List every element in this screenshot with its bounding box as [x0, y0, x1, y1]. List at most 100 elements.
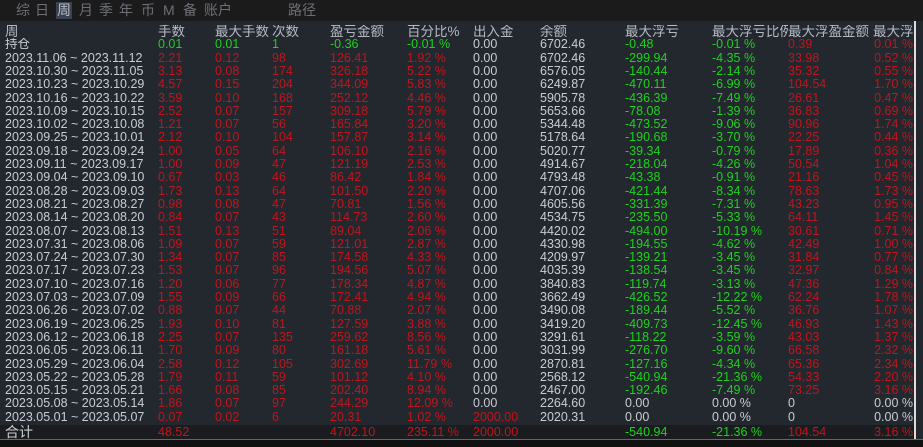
cell-col-6: 0.00 — [473, 184, 498, 198]
cell-col-4: 70.88 — [330, 304, 362, 318]
cell-col-11: 0.00 % — [874, 397, 913, 411]
table-row: 2023.05.15 ~ 2023.05.21 1.66 0.08 85 202.40 8… — [0, 384, 915, 397]
cell-col-11: 0.45 % — [874, 171, 913, 185]
cell-col-7: 4035.39 — [540, 264, 586, 278]
cell-col-10: 54.33 — [788, 370, 820, 384]
cell-col-9: -12.22 % — [712, 291, 763, 304]
cell-col-6: 0.00 — [473, 291, 498, 304]
cell-col-4: 194.56 — [330, 264, 369, 278]
cell-col-1: 1.00 — [158, 144, 183, 158]
cell-col-10: 21.16 — [788, 171, 820, 185]
tab-7[interactable]: M — [163, 2, 175, 18]
cell-col-7: 4793.48 — [540, 171, 586, 185]
table-row: 2023.07.10 ~ 2023.07.16 1.20 0.06 77 178.34 4… — [0, 278, 915, 291]
cell-col-5: 5.07 % — [407, 264, 446, 278]
cell-col-7: 5653.66 — [540, 104, 586, 118]
tab-3[interactable]: 月 — [79, 2, 93, 18]
cell-col-7: 5178.64 — [540, 131, 586, 145]
cell-col-2: 最大手数 — [215, 25, 269, 39]
cell-col-7: 5020.77 — [540, 144, 586, 158]
cell-col-5: 4.10 % — [407, 370, 446, 384]
cell-col-7: 2264.60 — [540, 397, 586, 411]
cell-col-10: 43.23 — [788, 197, 820, 211]
cell-col-3: 98 — [272, 51, 286, 65]
cell-col-10: 78.63 — [788, 184, 820, 198]
cell-col-3: 59 — [272, 370, 286, 384]
cell-col-1: 2.21 — [158, 51, 183, 65]
cell-col-2: 0.05 — [215, 144, 240, 158]
cell-col-5: -0.01 % — [407, 38, 451, 52]
cell-col-11: 0.01 % — [874, 38, 913, 52]
cell-col-10: 35.32 — [788, 64, 820, 78]
cell-col-5: 5.83 % — [407, 78, 446, 92]
cell-col-6: 0.00 — [473, 211, 498, 225]
cell-col-4: 344.09 — [330, 78, 369, 92]
cell-col-9: -5.33 % — [712, 211, 756, 225]
tab-6[interactable]: 币 — [141, 2, 155, 18]
tab-0[interactable]: 综 — [16, 2, 30, 18]
cell-col-2: 0.13 — [215, 224, 240, 238]
cell-col-6: 0.00 — [473, 197, 498, 211]
cell-col-2: 0.10 — [215, 317, 240, 331]
cell-col-5: 2.87 % — [407, 237, 446, 251]
tab-8[interactable]: 备 — [183, 2, 197, 18]
cell-col-10: 104.54 — [788, 78, 827, 92]
cell-col-9: -4.26 % — [712, 158, 756, 171]
cell-col-1: 3.59 — [158, 91, 183, 105]
cell-col-4: 126.41 — [330, 51, 369, 65]
cell-col-8: -409.73 — [625, 317, 668, 331]
tab-10[interactable]: 路径 — [288, 2, 316, 18]
table-row: 2023.06.26 ~ 2023.07.02 0.88 0.07 44 70.88 2.… — [0, 304, 915, 317]
cell-col-5: 5.61 % — [407, 344, 446, 358]
cell-col-3: 97 — [272, 397, 286, 411]
tab-1[interactable]: 日 — [35, 2, 49, 18]
cell-col-9: -9.06 % — [712, 118, 756, 132]
cell-col-11: 2.32 % — [874, 344, 913, 358]
cell-col-10: 17.89 — [788, 144, 820, 158]
cell-col-8: 最大浮亏 — [625, 25, 679, 39]
cell-col-6: 0.00 — [473, 384, 498, 398]
cell-col-3: 66 — [272, 291, 286, 304]
tab-9[interactable]: 账户 — [204, 2, 232, 18]
cell-col-1: 1.55 — [158, 291, 183, 304]
cell-col-5: 2.16 % — [407, 144, 446, 158]
cell-col-1: 0.98 — [158, 197, 183, 211]
cell-col-4: 302.69 — [330, 357, 369, 371]
totals-pct: 235.11 % — [407, 425, 459, 439]
cell-col-4: 127.59 — [330, 317, 369, 331]
table-row: 2023.06.19 ~ 2023.06.25 1.93 0.10 81 127.59 3… — [0, 318, 915, 331]
table-row: 2023.11.06 ~ 2023.11.12 2.21 0.12 98 126.41 1… — [0, 52, 915, 65]
cell-col-6: 0.00 — [473, 370, 498, 384]
cell-col-2: 0.01 — [215, 38, 240, 52]
tab-5[interactable]: 年 — [119, 2, 133, 18]
cell-col-10: 32.97 — [788, 264, 820, 278]
cell-col-0: 2023.08.28 ~ 2023.09.03 — [5, 184, 145, 198]
cell-col-8: -138.54 — [625, 264, 668, 278]
cell-col-11: 1.74 % — [874, 118, 913, 132]
cell-col-1: 1.21 — [158, 118, 183, 132]
tab-2[interactable]: 周 — [56, 2, 72, 19]
table-row: 2023.05.22 ~ 2023.05.28 1.79 0.11 59 101.12 4… — [0, 371, 915, 384]
cell-col-9: -3.13 % — [712, 277, 756, 291]
cell-col-4: 101.50 — [330, 184, 369, 198]
position-row: 持仓 0.01 0.01 1 -0.36 -0.01 % 0.00 6702.46 -0.48 -… — [0, 38, 915, 51]
tab-4[interactable]: 季 — [99, 2, 113, 18]
cell-col-4: 20.31 — [330, 410, 362, 424]
cell-col-6: 0.00 — [473, 78, 498, 92]
cell-col-7: 5905.78 — [540, 91, 586, 105]
cell-col-3: 81 — [272, 317, 286, 331]
scrollbar[interactable] — [914, 21, 916, 439]
cell-col-6: 0.00 — [473, 304, 498, 318]
cell-col-7: 6702.46 — [540, 38, 586, 52]
cell-col-5: 2.53 % — [407, 158, 446, 171]
cell-col-5: 2.20 % — [407, 184, 446, 198]
cell-col-6: 0.00 — [473, 131, 498, 145]
cell-col-4: 326.18 — [330, 64, 369, 78]
cell-col-5: 8.56 % — [407, 330, 446, 344]
cell-col-5: 8.94 % — [407, 384, 446, 398]
cell-col-7: 4707.06 — [540, 184, 586, 198]
cell-col-11: 最大浮盈比例 — [873, 25, 913, 39]
cell-col-8: 0.00 — [625, 410, 650, 424]
cell-col-2: 0.03 — [215, 171, 240, 185]
cell-col-3: 168 — [272, 91, 293, 105]
